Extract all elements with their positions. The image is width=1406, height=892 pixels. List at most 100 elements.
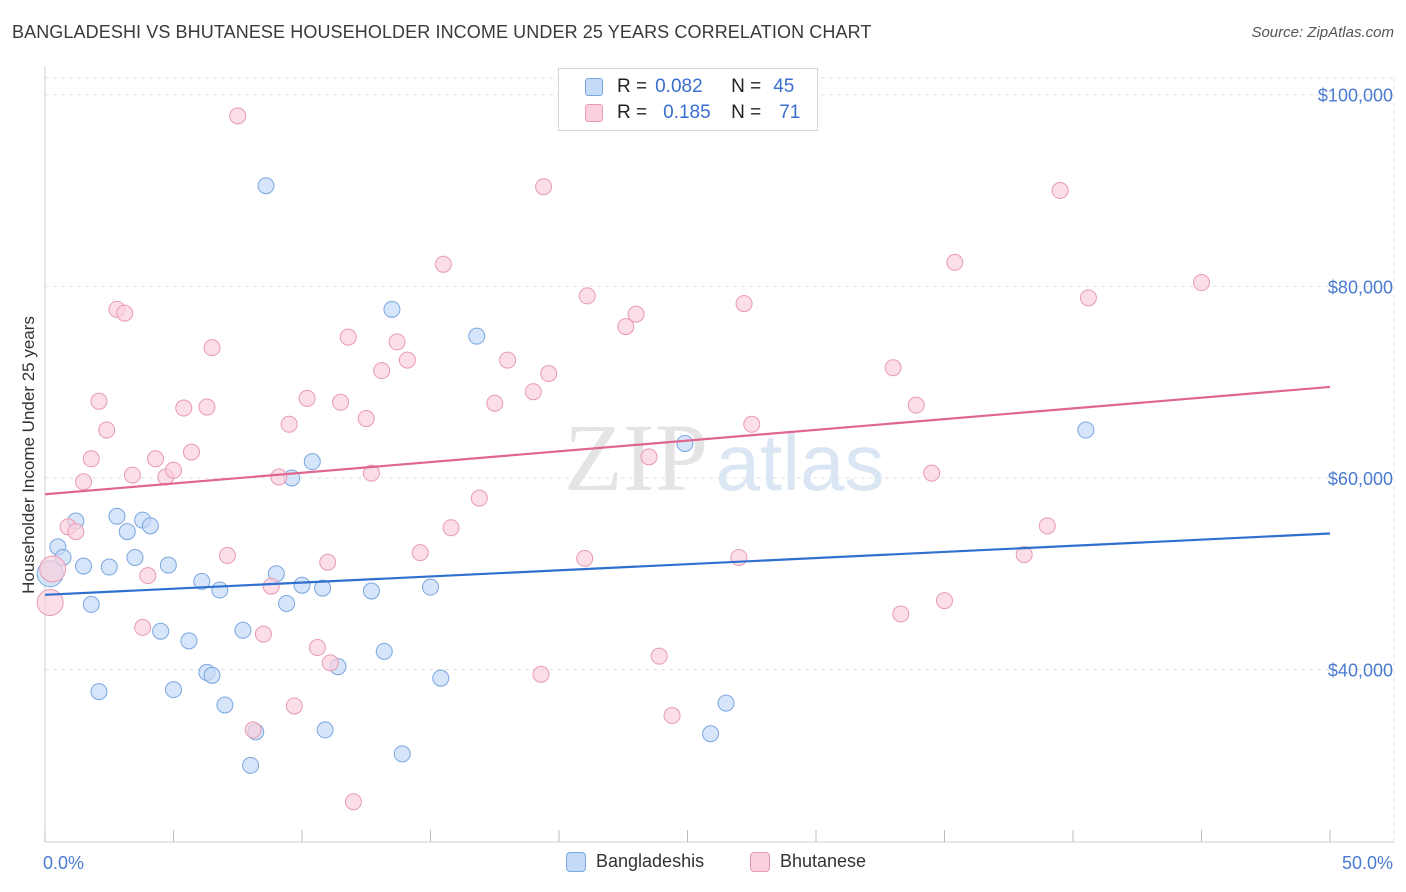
point-bhutanese xyxy=(663,707,681,725)
point-bhutanese xyxy=(884,359,902,377)
point-bangladeshis xyxy=(362,582,380,600)
legend-label-bhutanese: Bhutanese xyxy=(780,851,867,871)
point-bangladeshis xyxy=(314,579,332,597)
point-bhutanese xyxy=(175,399,193,417)
point-bhutanese xyxy=(198,398,216,416)
point-bhutanese xyxy=(123,466,141,484)
point-bhutanese xyxy=(735,295,753,313)
point-bhutanese xyxy=(388,333,406,351)
n-label: N = xyxy=(731,76,762,97)
point-bhutanese xyxy=(617,318,635,336)
x-tick-label-max: 50.0% xyxy=(1342,853,1393,873)
legend-swatch-bangladeshis xyxy=(566,851,586,872)
point-bangladeshis xyxy=(422,578,439,596)
point-bhutanese xyxy=(1038,517,1056,535)
point-bhutanese xyxy=(627,305,645,323)
point-bangladeshis xyxy=(432,669,450,687)
point-bangladeshis xyxy=(316,721,334,739)
point-bhutanese xyxy=(36,588,64,616)
point-bhutanese xyxy=(344,793,362,811)
n-label: N = xyxy=(731,102,762,123)
point-bhutanese xyxy=(486,394,504,412)
point-bhutanese xyxy=(182,443,200,461)
point-bhutanese xyxy=(321,654,339,672)
point-bhutanese xyxy=(254,625,272,643)
watermark: ZIP atlas xyxy=(564,404,884,511)
legend-item-bangladeshis[interactable]: Bangladeshis xyxy=(566,851,704,872)
point-bangladeshis xyxy=(468,327,486,345)
point-bangladeshis xyxy=(211,581,229,599)
point-bangladeshis xyxy=(193,572,211,590)
r-value: 0.185 xyxy=(663,102,711,123)
point-bhutanese xyxy=(1015,546,1033,564)
legend-item-bhutanese[interactable]: Bhutanese xyxy=(750,851,866,872)
point-bhutanese xyxy=(116,304,134,322)
point-bhutanese xyxy=(270,468,288,486)
point-bangladeshis xyxy=(75,557,93,575)
y-tick-label: $60,000 xyxy=(1328,469,1393,489)
point-bhutanese xyxy=(434,255,452,273)
data-points xyxy=(36,107,1210,811)
point-bhutanese xyxy=(470,489,488,507)
point-bhutanese xyxy=(280,415,298,433)
y-tick-label: $40,000 xyxy=(1328,661,1393,681)
point-bhutanese xyxy=(946,253,964,271)
n-value: 45 xyxy=(773,76,795,97)
point-bangladeshis xyxy=(203,666,221,684)
watermark-atlas: atlas xyxy=(716,418,885,507)
point-bangladeshis xyxy=(1077,421,1095,439)
point-bhutanese xyxy=(540,365,558,383)
point-bangladeshis xyxy=(676,434,694,452)
point-bhutanese xyxy=(411,544,429,562)
point-bangladeshis xyxy=(303,453,321,471)
source-credit: Source: ZipAtlas.com xyxy=(1251,24,1394,41)
point-bhutanese xyxy=(524,383,542,401)
point-bhutanese xyxy=(499,351,517,369)
legend-swatch-bhutanese xyxy=(750,851,770,872)
tick-labels: $40,000 $60,000 $80,000 $100,000 0.0% 50.0% xyxy=(43,86,1393,873)
point-bhutanese xyxy=(535,178,553,196)
chart-title: BANGLADESHI VS BHUTANESE HOUSEHOLDER INC… xyxy=(12,22,872,42)
point-bhutanese xyxy=(578,287,596,305)
point-bhutanese xyxy=(362,464,380,482)
point-bhutanese xyxy=(532,665,550,683)
point-bhutanese xyxy=(90,392,108,410)
point-bhutanese xyxy=(339,328,357,346)
point-bhutanese xyxy=(218,547,236,565)
point-bangladeshis xyxy=(257,177,275,195)
point-bangladeshis xyxy=(159,556,177,574)
point-bangladeshis xyxy=(216,696,234,714)
r-value: 0.082 xyxy=(655,76,703,97)
point-bhutanese xyxy=(892,605,910,623)
point-bangladeshis xyxy=(717,694,735,712)
point-bhutanese xyxy=(298,389,316,407)
point-bhutanese xyxy=(134,618,152,636)
point-bhutanese xyxy=(262,577,280,595)
point-bhutanese xyxy=(332,393,350,411)
axes xyxy=(44,66,1394,843)
point-bhutanese xyxy=(75,473,93,491)
legend-swatch-bhutanese xyxy=(585,104,603,122)
point-bhutanese xyxy=(357,410,375,428)
point-bangladeshis xyxy=(152,622,170,640)
legend-label-bangladeshis: Bangladeshis xyxy=(596,851,705,871)
point-bhutanese xyxy=(67,523,85,541)
point-bangladeshis xyxy=(242,756,260,774)
watermark-zip: ZIP xyxy=(564,404,708,511)
point-bhutanese xyxy=(743,415,761,433)
stats-legend: R = 0.082 N = 45 R = 0.185 N = 71 xyxy=(558,68,818,131)
trend-line-bhutanese xyxy=(44,385,1331,496)
point-bhutanese xyxy=(442,519,460,537)
point-bhutanese xyxy=(923,464,941,482)
point-bhutanese xyxy=(82,450,100,468)
point-bhutanese xyxy=(1193,274,1210,292)
x-tick-label-min: 0.0% xyxy=(43,853,84,873)
point-bhutanese xyxy=(936,592,953,610)
stats-row-bhutanese: R = 0.185 N = 71 xyxy=(585,101,800,125)
point-bangladeshis xyxy=(702,725,720,743)
r-label: R = xyxy=(617,76,648,97)
point-bhutanese xyxy=(398,351,416,369)
point-bangladeshis xyxy=(108,507,126,525)
point-bangladeshis xyxy=(141,517,159,535)
point-bangladeshis xyxy=(126,548,144,566)
